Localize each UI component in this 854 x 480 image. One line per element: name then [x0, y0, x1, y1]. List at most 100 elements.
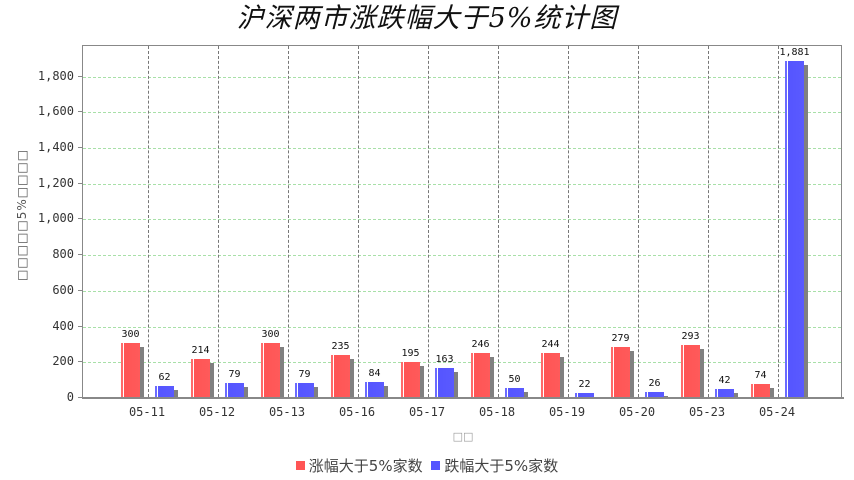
h-gridline	[83, 76, 841, 78]
legend-label-down: 跌幅大于5%家数	[444, 457, 559, 475]
x-axis-line	[82, 397, 844, 399]
y-tick-mark	[78, 182, 82, 184]
x-tick-label: 05-23	[688, 405, 726, 419]
bar-value-label: 22	[578, 379, 591, 391]
x-tick-label: 05-13	[268, 405, 306, 419]
v-gridline	[218, 46, 219, 397]
bar-value-label: 42	[718, 375, 731, 387]
y-tick-mark	[78, 111, 82, 113]
bar-value-label: 84	[368, 367, 381, 379]
bar-up	[261, 343, 284, 397]
h-gridline	[83, 147, 841, 149]
bar-value-label: 79	[228, 368, 241, 380]
x-axis-label: □□	[452, 430, 474, 443]
bar-value-label: 235	[331, 341, 350, 353]
bar-down	[435, 367, 458, 397]
x-tick-label: 05-20	[618, 405, 656, 419]
chart-title: 沪深两市涨跌幅大于5%统计图	[236, 3, 618, 34]
h-gridline	[83, 183, 841, 185]
bar-value-label: 50	[508, 374, 521, 386]
bar-down	[365, 381, 388, 397]
bar-down	[575, 393, 594, 397]
v-gridline	[148, 46, 149, 397]
bar-down	[225, 382, 248, 397]
bar-up	[541, 353, 564, 397]
bar-down	[295, 382, 318, 397]
bar-value-label: 300	[121, 329, 140, 341]
v-gridline	[708, 46, 709, 397]
x-tick-label: 05-18	[478, 405, 516, 419]
y-tick-label: 1,000	[37, 211, 74, 226]
bar-value-label: 195	[401, 348, 420, 360]
y-tick-mark	[78, 325, 82, 327]
legend-item-up: 涨幅大于5%家数	[295, 455, 423, 476]
y-tick-label: 1,400	[37, 139, 74, 154]
bar-value-label: 26	[648, 378, 661, 390]
bar-down	[505, 388, 528, 397]
h-gridline	[83, 219, 841, 221]
h-gridline	[83, 290, 841, 292]
bar-up	[121, 343, 144, 397]
v-gridline	[288, 46, 289, 397]
x-tick-label: 05-17	[408, 405, 446, 419]
h-gridline	[83, 362, 841, 364]
v-gridline	[568, 46, 569, 397]
bar-down	[785, 61, 808, 397]
bar-value-label: 293	[681, 330, 700, 342]
bar-value-label: 62	[158, 371, 171, 383]
legend-item-down: 跌幅大于5%家数	[431, 455, 558, 476]
y-tick-mark	[78, 254, 82, 256]
y-tick-label: 1,600	[37, 104, 74, 119]
y-tick-mark	[78, 75, 82, 77]
y-tick-label: 1,200	[37, 175, 74, 190]
plot-area	[82, 45, 842, 397]
bar-up	[611, 347, 634, 397]
bar-value-label: 279	[611, 333, 630, 345]
x-tick-label: 05-11	[128, 405, 166, 419]
bar-value-label: 74	[754, 369, 767, 381]
bar-up	[681, 344, 704, 397]
bar-value-label: 1,881	[779, 47, 810, 59]
x-tick-label: 05-16	[338, 405, 376, 419]
bar-down	[715, 389, 738, 397]
bar-value-label: 163	[435, 353, 454, 365]
bar-down	[645, 392, 668, 397]
y-tick-label: 800	[52, 247, 74, 262]
bar-up	[751, 383, 774, 397]
y-tick-label: 200	[52, 354, 74, 369]
bar-down	[155, 385, 178, 397]
x-tick-label: 05-24	[758, 405, 796, 419]
bar-value-label: 214	[191, 344, 210, 356]
y-tick-label: 1,800	[37, 68, 74, 83]
x-tick-label: 05-12	[198, 405, 236, 419]
bar-up	[471, 353, 494, 397]
h-gridline	[83, 255, 841, 257]
y-tick-mark	[78, 397, 82, 398]
h-gridline	[83, 112, 841, 114]
legend-swatch-red	[295, 461, 305, 470]
bar-up	[331, 355, 354, 397]
v-gridline	[778, 46, 779, 397]
y-tick-label: 600	[52, 282, 74, 297]
y-tick-mark	[78, 218, 82, 220]
v-gridline	[498, 46, 499, 397]
bar-value-label: 79	[298, 368, 311, 380]
v-gridline	[638, 46, 639, 397]
bar-value-label: 244	[541, 339, 560, 351]
y-tick-label: 400	[52, 318, 74, 333]
y-axis-label: □□□□□5%□□□□	[15, 148, 29, 281]
legend-swatch-blue	[431, 461, 441, 470]
y-tick-mark	[78, 146, 82, 148]
x-tick-label: 05-19	[548, 405, 586, 419]
bar-up	[401, 362, 424, 397]
v-gridline	[358, 46, 359, 397]
v-gridline	[428, 46, 429, 397]
y-tick-label: 0	[66, 390, 74, 404]
legend: 涨幅大于5%家数 跌幅大于5%家数	[0, 455, 854, 476]
y-tick-mark	[78, 289, 82, 291]
h-gridline	[83, 326, 841, 328]
y-tick-mark	[78, 361, 82, 363]
legend-label-up: 涨幅大于5%家数	[308, 457, 423, 475]
bar-value-label: 246	[471, 339, 490, 351]
bar-value-label: 300	[261, 329, 280, 341]
